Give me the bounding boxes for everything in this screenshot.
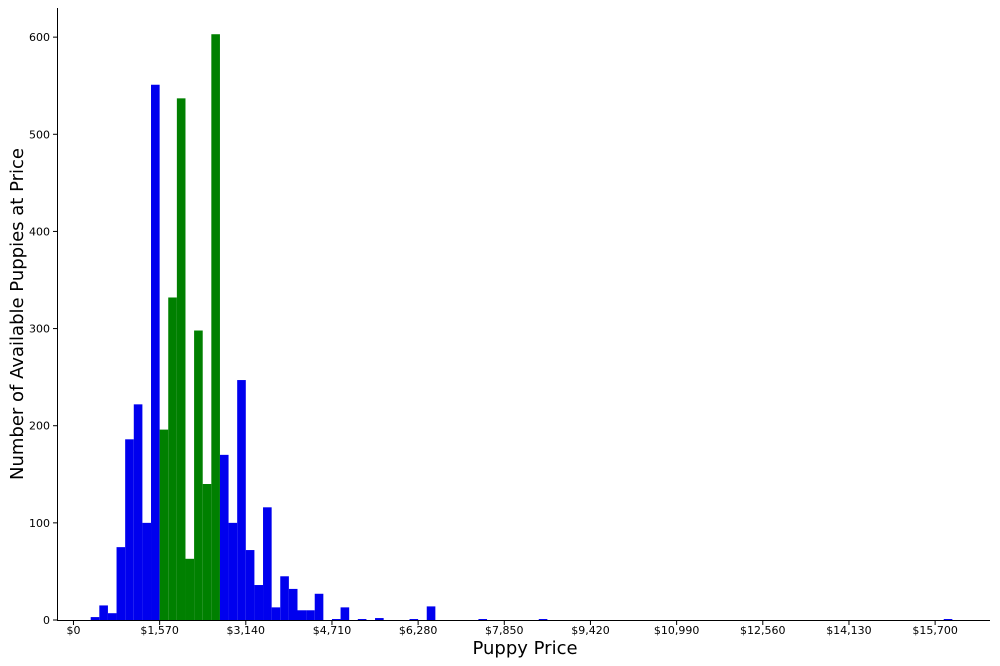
y-tick-label: 600 xyxy=(29,31,50,44)
y-tick-label: 400 xyxy=(29,225,50,238)
histogram-bars xyxy=(90,34,953,621)
histogram-bar-outer xyxy=(375,618,384,620)
x-tick-label: $1,570 xyxy=(140,624,179,637)
y-axis-ticks: 0 100 200 300 400 500 600 xyxy=(29,31,58,627)
x-tick-label: $10,990 xyxy=(654,624,700,637)
histogram-bar-outer xyxy=(99,605,108,620)
histogram-bar-outer xyxy=(478,619,488,620)
y-tick-label: 0 xyxy=(43,614,50,627)
histogram-bar-outer xyxy=(116,547,126,620)
y-tick-label: 100 xyxy=(29,517,50,530)
y-axis-title: Number of Available Puppies at Price xyxy=(7,148,28,480)
histogram-bar-outer xyxy=(125,439,134,620)
x-tick-label: $7,850 xyxy=(485,624,524,637)
histogram-bar-outer xyxy=(219,454,229,620)
histogram-bar-middle xyxy=(176,98,186,621)
histogram-bar-outer xyxy=(409,619,419,620)
histogram-bar-outer xyxy=(538,619,548,620)
histogram-bar-outer xyxy=(263,507,272,620)
histogram-bar-outer xyxy=(228,522,238,620)
x-tick-label: $14,130 xyxy=(826,624,872,637)
y-tick-label: 200 xyxy=(29,420,50,433)
histogram-bar-middle xyxy=(211,34,220,620)
x-axis-title: Puppy Price xyxy=(472,638,577,659)
histogram-bar-outer xyxy=(133,404,143,620)
x-tick-label: $12,560 xyxy=(740,624,786,637)
histogram-bar-outer xyxy=(237,380,246,620)
histogram-bar-outer xyxy=(426,606,436,620)
histogram-bar-outer xyxy=(357,619,367,620)
histogram-bar-outer xyxy=(142,522,152,620)
histogram-bar-middle xyxy=(194,330,203,620)
x-tick-label: $6,280 xyxy=(399,624,438,637)
histogram-bar-outer xyxy=(254,585,264,620)
x-tick-label: $9,420 xyxy=(571,624,610,637)
x-tick-label: $0 xyxy=(66,624,80,637)
histogram-bar-outer xyxy=(314,593,324,620)
x-tick-label: $15,700 xyxy=(912,624,958,637)
x-axis-ticks: $0 $1,570 $3,140 $4,710 $6,280 $7,850 $9,420 $1… xyxy=(66,620,958,637)
histogram-bar-outer xyxy=(331,619,341,620)
x-tick-label: $4,710 xyxy=(313,624,352,637)
histogram-bar-outer xyxy=(90,617,100,620)
histogram-bar-outer xyxy=(245,550,255,620)
histogram-bar-outer xyxy=(107,613,117,620)
histogram-bar-outer xyxy=(297,610,307,620)
histogram-bar-middle xyxy=(168,297,177,620)
histogram-bar-middle xyxy=(159,429,169,620)
y-tick-label: 300 xyxy=(29,323,50,336)
x-tick-label: $3,140 xyxy=(227,624,266,637)
histogram-bar-outer xyxy=(280,576,289,620)
histogram-bar-outer xyxy=(271,607,281,620)
y-tick-label: 500 xyxy=(29,128,50,141)
histogram-bar-outer xyxy=(151,84,160,620)
histogram-bar-outer xyxy=(340,607,350,620)
histogram-bar-middle xyxy=(202,484,212,620)
histogram-bar-outer xyxy=(288,588,298,620)
histogram-bar-middle xyxy=(185,558,195,620)
histogram-bar-outer xyxy=(943,619,953,620)
histogram-bar-outer xyxy=(306,610,315,620)
